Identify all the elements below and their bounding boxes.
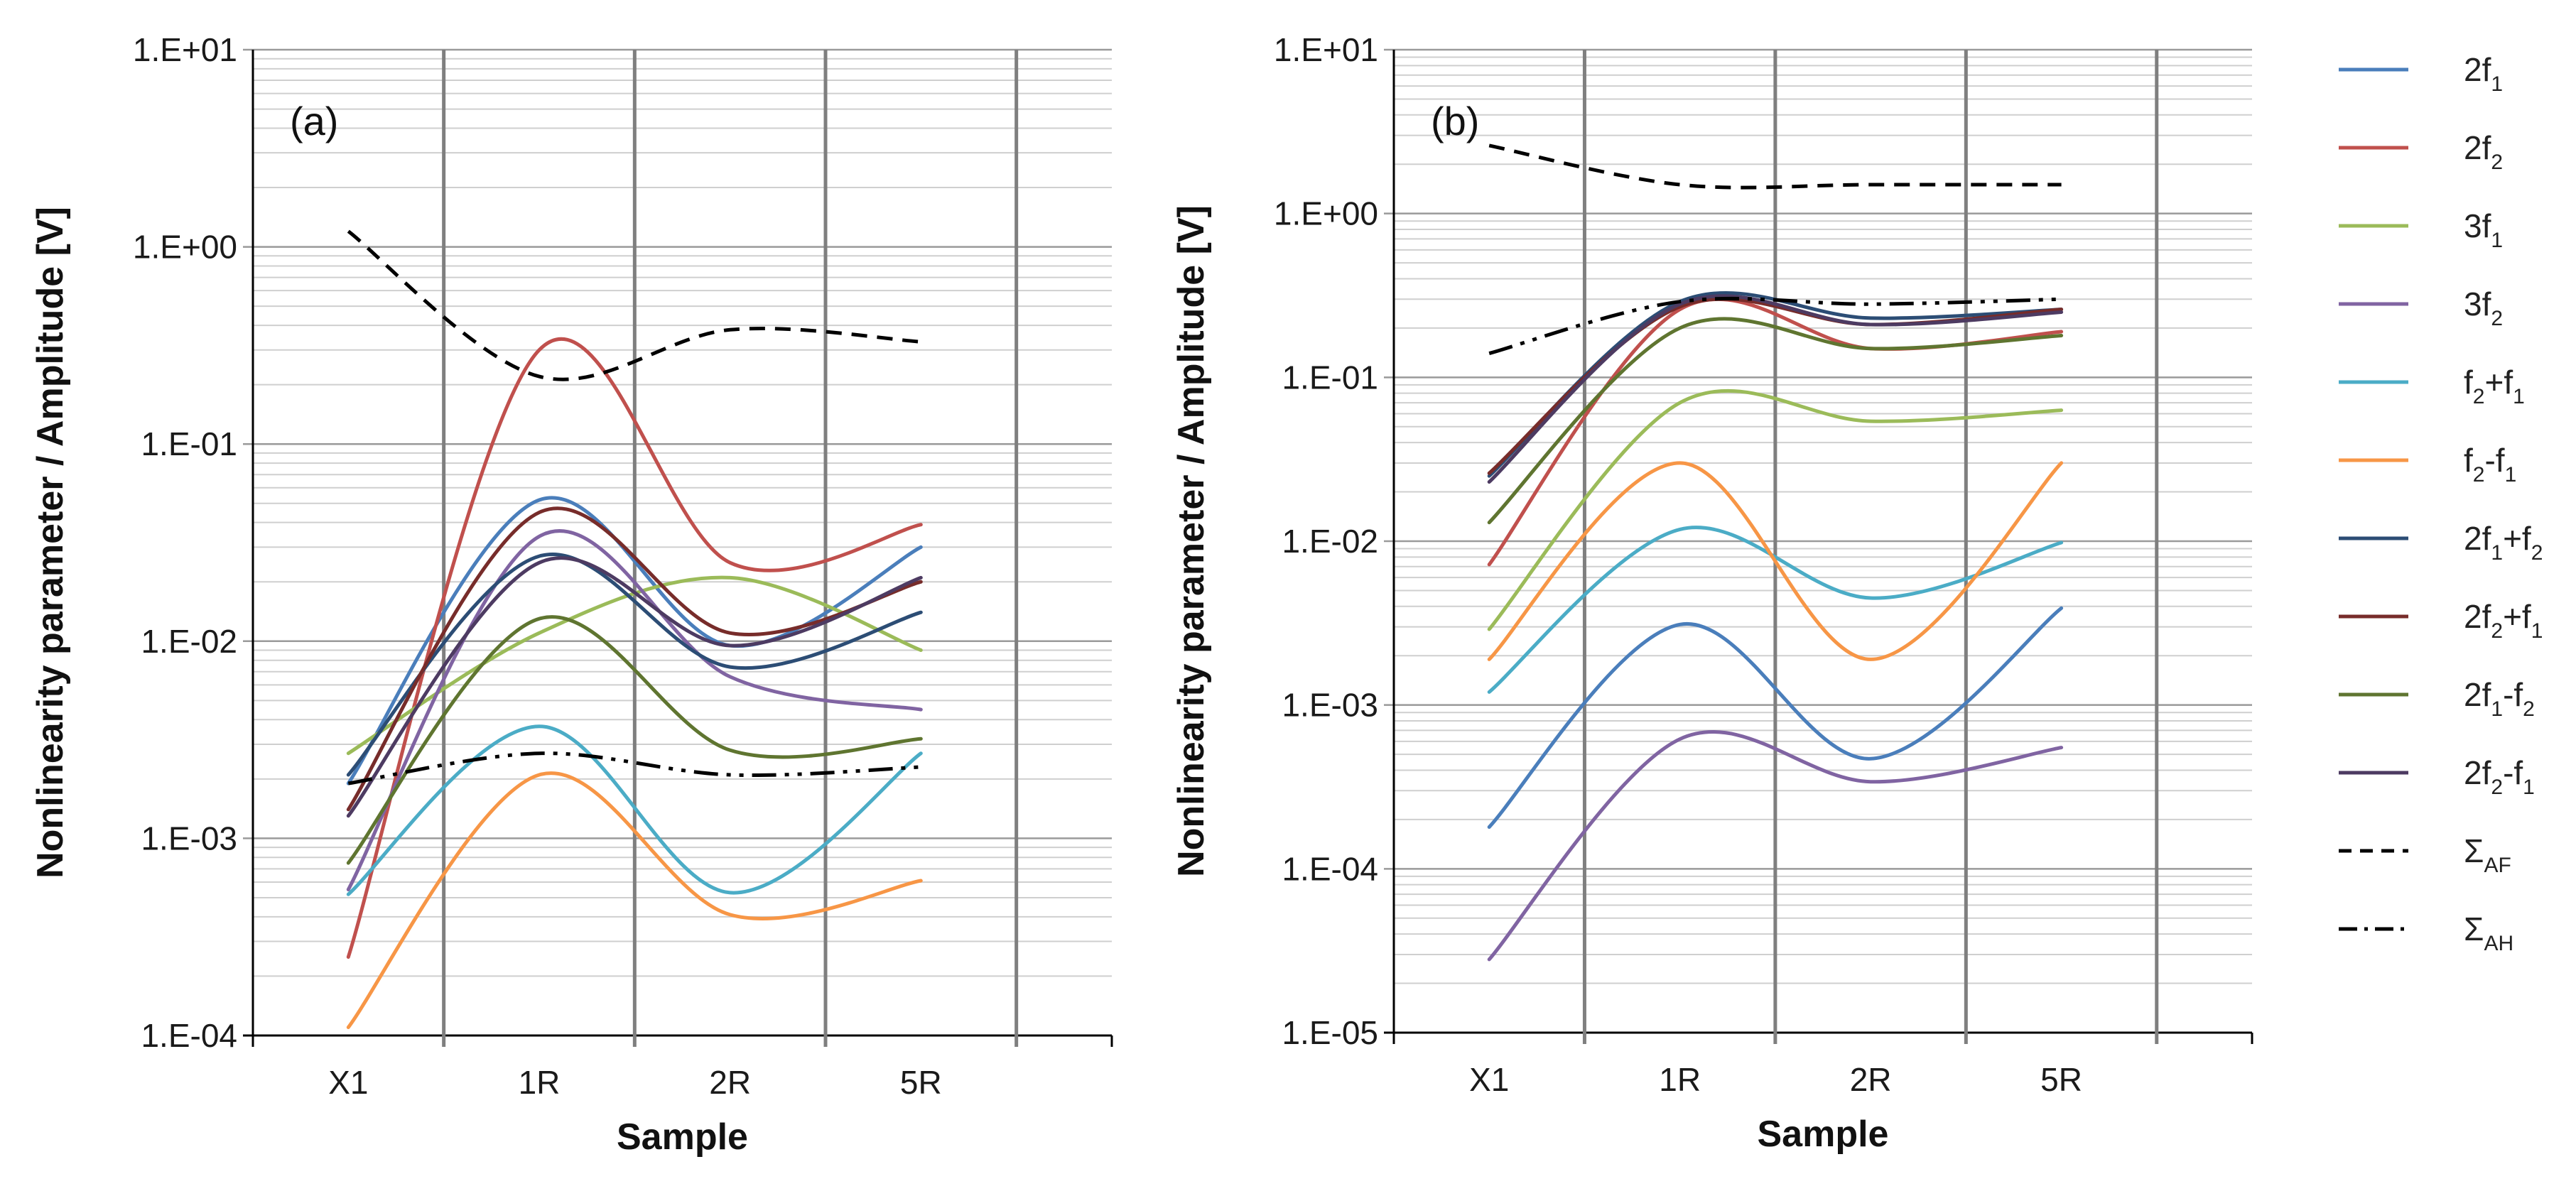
y-axis-label: Nonlinearity parameter / Amplitude [V] <box>1171 205 1212 877</box>
series-line <box>346 506 923 812</box>
chart-panel-b: 1.E-05 1.E-04 1.E-03 1.E-02 1.E-01 1.E+00 1.E+… <box>1171 31 2253 1155</box>
y-tick-label: 1.E-04 <box>1282 850 1378 887</box>
x-tick-label: 5R <box>900 1064 942 1101</box>
series-line <box>1487 388 2064 631</box>
series-line <box>1487 606 2064 829</box>
y-tick-label: 1.E+01 <box>133 31 237 68</box>
panel-label: (a) <box>290 99 338 143</box>
x-tick-label: 5R <box>2040 1061 2082 1098</box>
x-tick-label: 2R <box>1850 1061 1892 1098</box>
legend-label: f2+f1 <box>2464 364 2525 408</box>
x-tick-label: X1 <box>328 1064 368 1101</box>
y-tick-label: 1.E-05 <box>1282 1014 1378 1051</box>
legend-label: 2f2+f1 <box>2464 598 2543 643</box>
series-line <box>346 724 923 896</box>
series-line <box>1487 294 2064 484</box>
y-tick-label: 1.E-02 <box>1282 523 1378 560</box>
x-tick-label: 1R <box>1659 1061 1701 1098</box>
x-tick-label: X1 <box>1469 1061 1509 1098</box>
x-tick-label: 2R <box>709 1064 751 1101</box>
series-line <box>1487 526 2064 694</box>
series-line <box>347 229 921 381</box>
legend-label: 2f2-f1 <box>2464 754 2535 799</box>
y-tick-label: 1.E+01 <box>1274 31 1378 68</box>
y-tick-label: 1.E-02 <box>141 623 237 660</box>
x-tick-label: 1R <box>519 1064 561 1101</box>
legend-label: 2f1+f2 <box>2464 520 2543 565</box>
series-line <box>1488 143 2062 190</box>
chart-panel-a: 1.E-04 1.E-03 1.E-02 1.E-01 1.E+00 1.E+01 X1 1R… <box>30 31 1113 1158</box>
series-line <box>346 771 923 1029</box>
series-line <box>346 529 923 891</box>
series-line <box>346 615 923 865</box>
panel-label: (b) <box>1431 99 1479 143</box>
series-line <box>1488 296 2062 356</box>
y-tick-label: 1.E-04 <box>141 1017 237 1054</box>
legend-label: f2-f1 <box>2464 442 2516 486</box>
x-axis-label: Sample <box>617 1116 748 1158</box>
legend-label: ΣAF <box>2464 832 2511 877</box>
series-line <box>1487 461 2064 661</box>
legend-label: 2f1 <box>2464 51 2503 96</box>
y-tick-label: 1.E+00 <box>133 229 237 266</box>
series-line <box>1487 729 2064 962</box>
y-tick-label: 1.E-01 <box>141 425 237 462</box>
legend-label: 3f2 <box>2464 286 2503 330</box>
legend-label: 3f1 <box>2464 207 2503 252</box>
y-axis-label: Nonlinearity parameter / Amplitude [V] <box>30 207 71 879</box>
y-tick-label: 1.E+00 <box>1274 195 1378 232</box>
legend-label: ΣAH <box>2464 910 2513 955</box>
x-axis-label: Sample <box>1758 1114 1889 1155</box>
legend: 2f1 2f2 3f1 3f2 f2+f1 f2-f1 2f1+f2 2f2+f1 2f1-f2… <box>2339 51 2543 955</box>
legend-label: 2f1-f2 <box>2464 676 2535 721</box>
legend-label: 2f2 <box>2464 129 2503 174</box>
y-tick-label: 1.E-01 <box>1282 359 1378 396</box>
series-line <box>346 556 923 818</box>
y-tick-label: 1.E-03 <box>141 820 237 857</box>
series-line <box>1487 317 2064 525</box>
y-tick-label: 1.E-03 <box>1282 687 1378 724</box>
